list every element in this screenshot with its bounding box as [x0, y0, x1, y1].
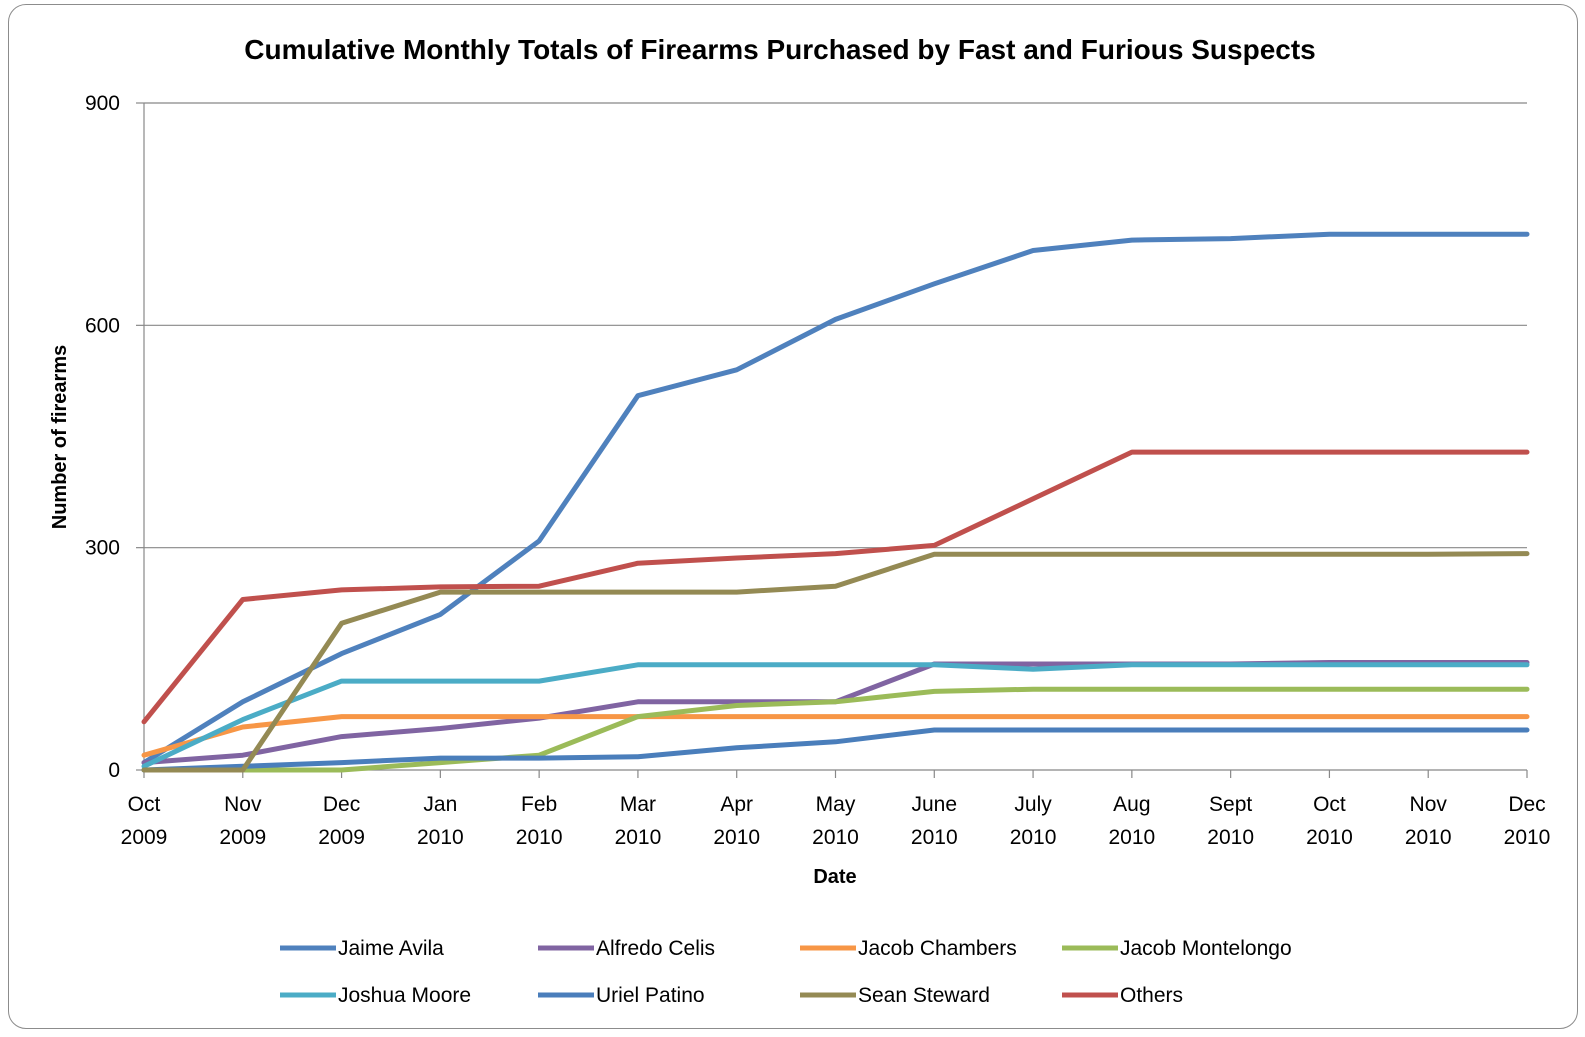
y-tick-label: 300: [85, 537, 120, 560]
legend-label: Sean Steward: [858, 984, 990, 1007]
x-tick-label: 2010: [516, 826, 563, 849]
series-lines: [141, 231, 1530, 773]
x-tick-label: 2009: [318, 826, 365, 849]
x-tick-label: Dec: [323, 793, 360, 816]
legend-item: Uriel Patino: [538, 984, 705, 1007]
x-tick-label: 2009: [121, 826, 168, 849]
legend: Jaime Avila Alfredo Celis Jacob Chambers Ja…: [280, 937, 1292, 1007]
x-tick-label: 2010: [1306, 826, 1353, 849]
tick-labels: 0 300 600 900 Oct 2009 Nov 2009 Dec 2009 Jan 2010 Fe…: [85, 92, 1550, 849]
legend-label: Others: [1120, 984, 1183, 1007]
x-tick-label: 2010: [1010, 826, 1057, 849]
x-tick-label: 2010: [713, 826, 760, 849]
series-line: [141, 662, 1530, 769]
x-tick-label: 2009: [219, 826, 266, 849]
x-tick-label: Mar: [620, 793, 656, 816]
x-tick-label: Nov: [1410, 793, 1448, 816]
legend-label: Jacob Chambers: [858, 937, 1017, 960]
y-tick-label: 600: [85, 314, 120, 337]
chart-frame: [8, 4, 1578, 1029]
legend-label: Uriel Patino: [596, 984, 705, 1007]
gridlines: [144, 102, 1527, 549]
legend-item: Alfredo Celis: [538, 937, 715, 960]
series-line: [141, 231, 1530, 766]
series-line: [141, 714, 1530, 758]
axes: [136, 102, 1528, 778]
x-tick-label: 2010: [417, 826, 464, 849]
y-tick-label: 0: [108, 759, 120, 782]
x-tick-label: 2010: [911, 826, 958, 849]
x-tick-label: 2010: [1504, 826, 1551, 849]
x-tick-label: 2010: [1405, 826, 1452, 849]
series-line: [141, 686, 1530, 773]
x-tick-label: Jan: [423, 793, 457, 816]
series-line: [141, 727, 1530, 773]
x-tick-label: 2010: [1207, 826, 1254, 849]
x-tick-label: Oct: [128, 793, 161, 816]
x-tick-label: Aug: [1113, 793, 1150, 816]
legend-item: Jaime Avila: [280, 937, 444, 960]
y-axis-label: Number of firearms: [49, 345, 71, 530]
x-tick-label: Apr: [720, 793, 753, 816]
x-tick-label: June: [912, 793, 958, 816]
x-tick-label: 2010: [812, 826, 859, 849]
x-tick-label: Nov: [224, 793, 262, 816]
x-tick-label: Feb: [521, 793, 557, 816]
x-tick-label: Oct: [1313, 793, 1346, 816]
series-line: [141, 449, 1530, 725]
y-tick-label: 900: [85, 92, 120, 115]
x-tick-label: July: [1014, 793, 1052, 816]
x-tick-label: May: [816, 793, 856, 816]
chart-title: Cumulative Monthly Totals of Firearms Pu…: [244, 34, 1315, 65]
legend-item: Others: [1062, 984, 1183, 1007]
legend-item: Joshua Moore: [280, 984, 471, 1007]
series-line: [141, 551, 1530, 773]
x-tick-label: 2010: [615, 826, 662, 849]
legend-label: Jaime Avila: [338, 937, 444, 960]
legend-label: Joshua Moore: [338, 984, 471, 1007]
legend-item: Sean Steward: [800, 984, 990, 1007]
x-tick-label: Sept: [1209, 793, 1252, 816]
x-tick-label: Dec: [1508, 793, 1545, 816]
legend-label: Jacob Montelongo: [1120, 937, 1292, 960]
legend-item: Jacob Chambers: [800, 937, 1017, 960]
x-axis-label: Date: [813, 866, 856, 888]
legend-item: Jacob Montelongo: [1062, 937, 1292, 960]
legend-label: Alfredo Celis: [596, 937, 715, 960]
series-line: [141, 660, 1530, 766]
x-tick-label: 2010: [1108, 826, 1155, 849]
